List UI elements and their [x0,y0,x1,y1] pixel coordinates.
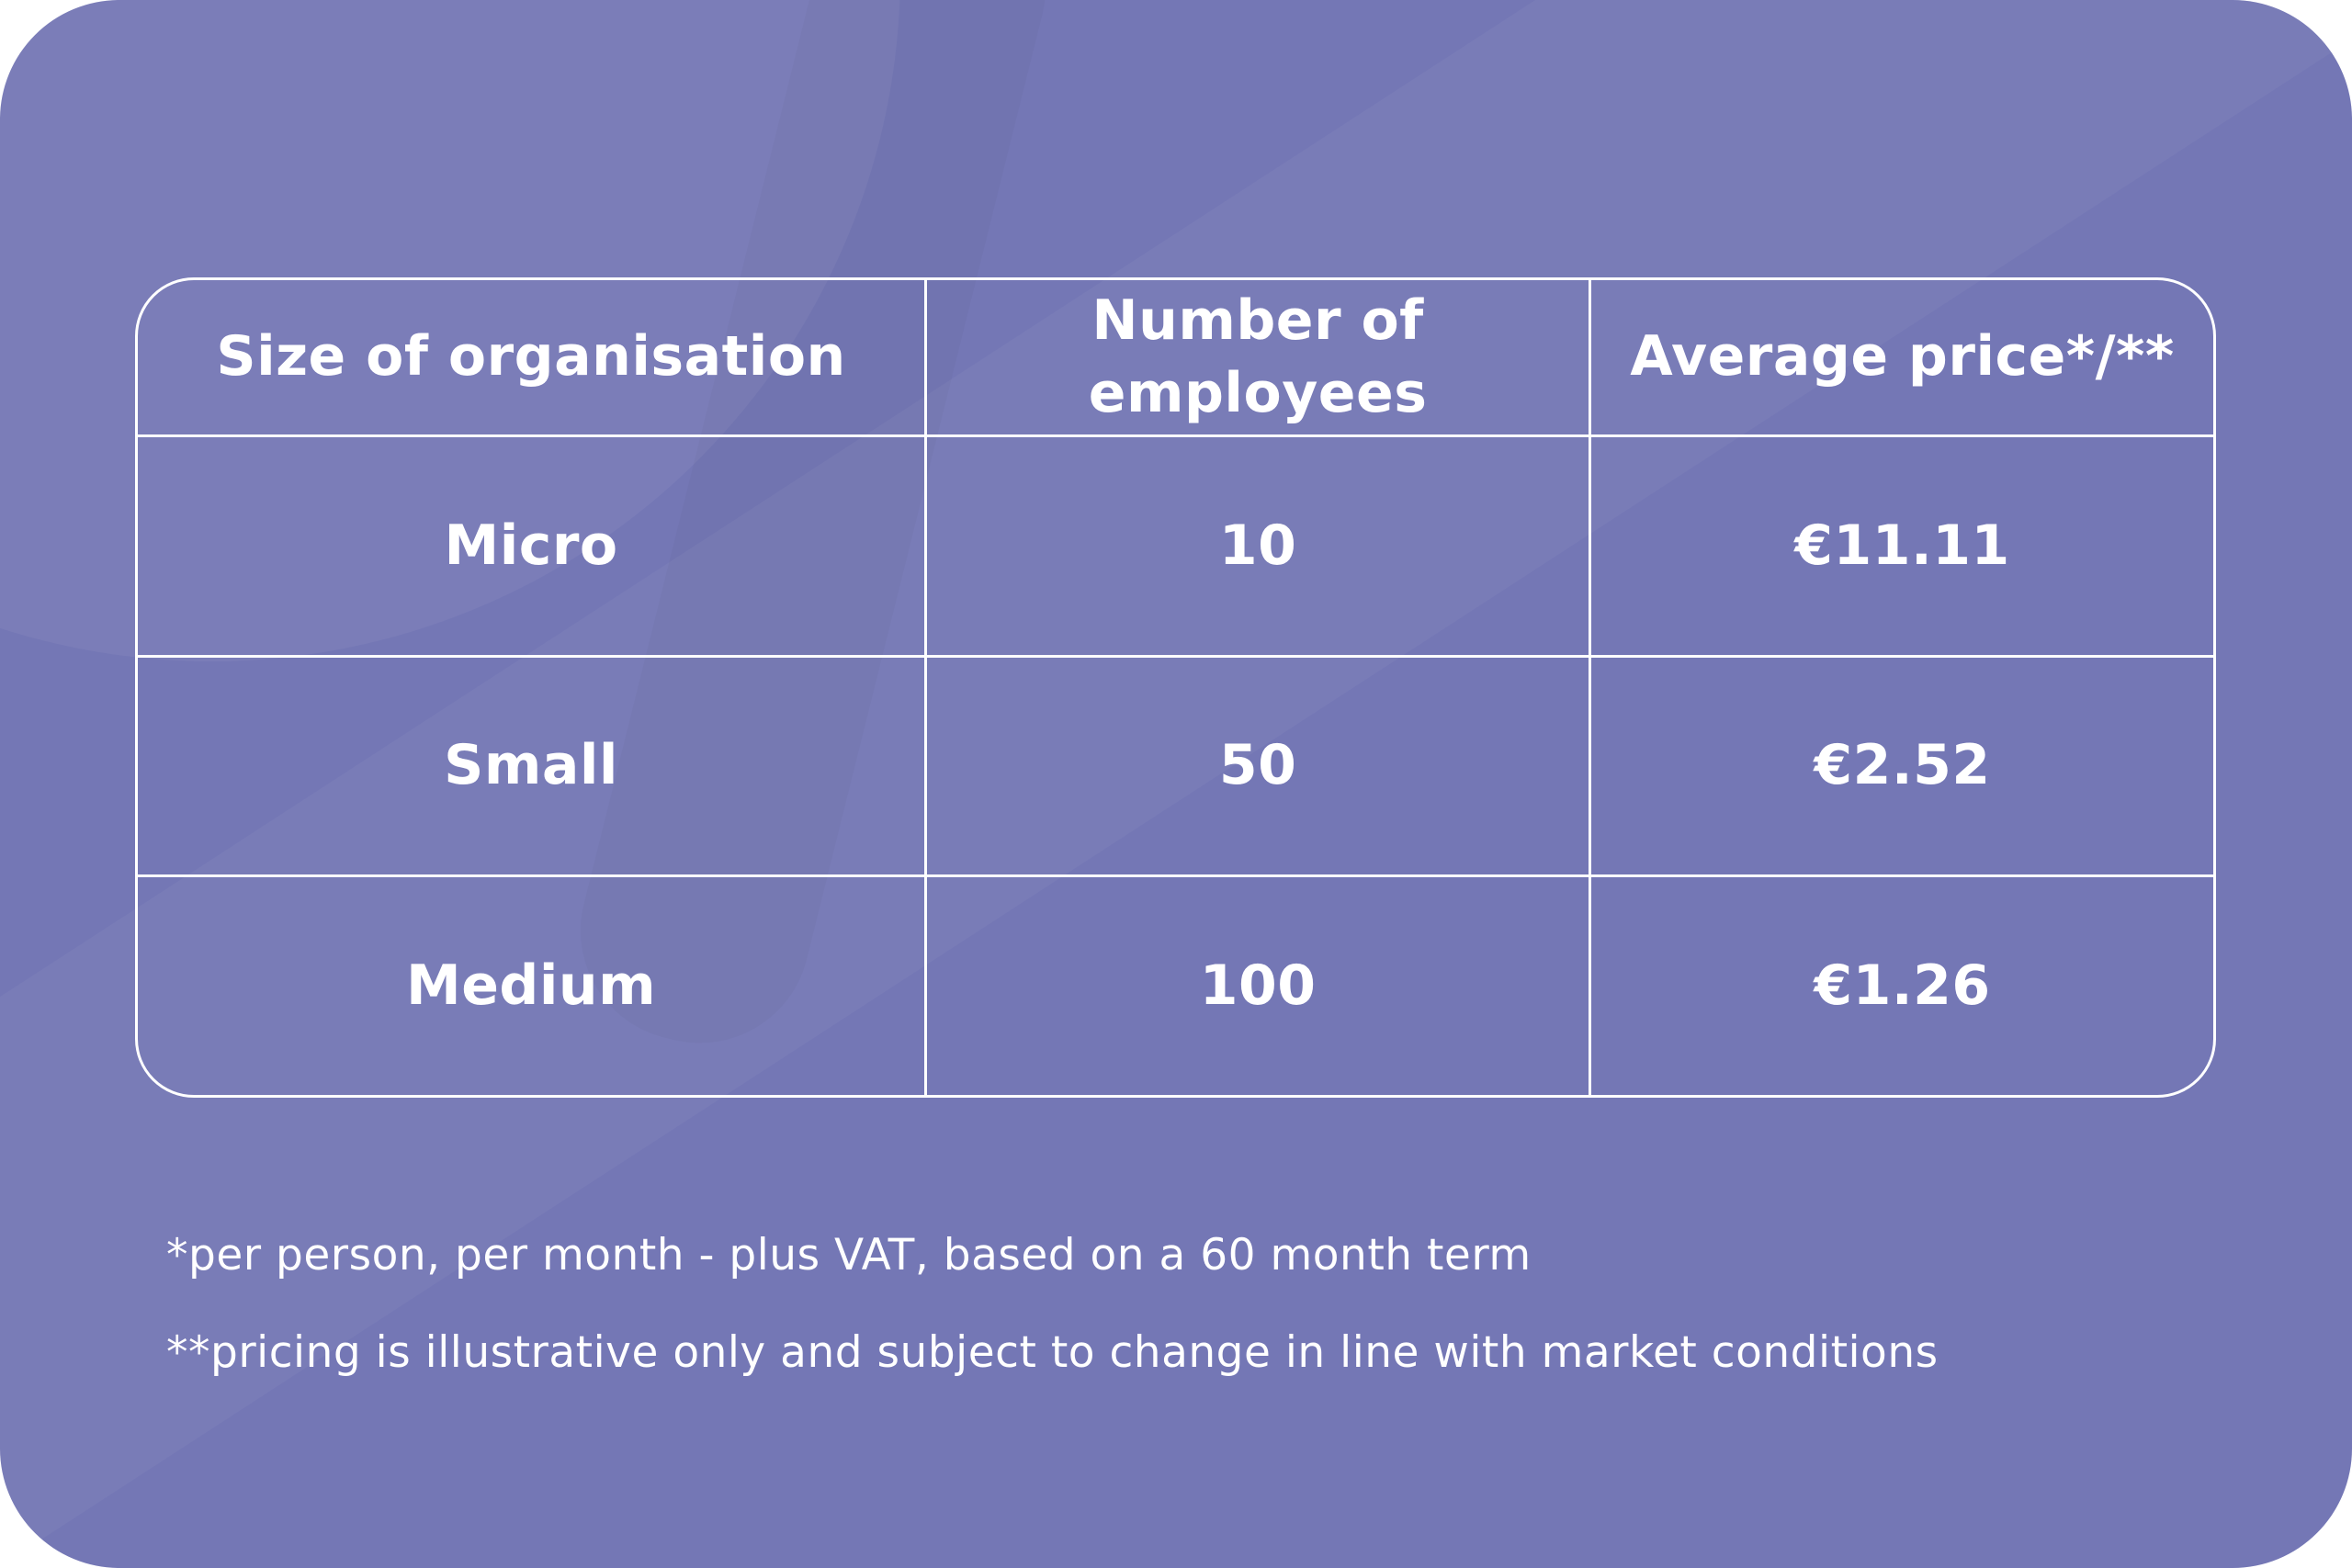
price-value: €1.26 [1814,953,1991,1019]
employees-value: 10 [1218,513,1297,578]
table-row-small-size-cell: Small [138,654,925,875]
table-row-small-employees-cell: 50 [924,654,1589,875]
pricing-table: Size of organisation Number of employees… [135,277,2216,1098]
footnote-per-person: *per person, per month - plus VAT, based… [166,1230,1532,1280]
employees-value: 50 [1218,733,1297,798]
price-value: €2.52 [1814,733,1991,798]
header-label-size: Size of organisation [216,324,846,389]
table-row-medium-employees-cell: 100 [924,874,1589,1095]
header-label-employees: Number of employees [1088,288,1428,425]
footnotes-block: *per person, per month - plus VAT, based… [166,1229,1939,1424]
header-label-price: Average price*/** [1630,324,2175,389]
employees-value: 100 [1199,953,1317,1019]
table-row-micro-size-cell: Micro [138,434,925,655]
table-row-medium-size-cell: Medium [138,874,925,1095]
table-row-medium-price-cell: €1.26 [1589,874,2213,1095]
table-row-micro-price-cell: €11.11 [1589,434,2213,655]
table-row-small-price-cell: €2.52 [1589,654,2213,875]
size-value: Medium [406,953,657,1019]
header-cell-number-of-employees: Number of employees [924,280,1589,434]
size-value: Micro [444,513,618,578]
header-cell-average-price: Average price*/** [1589,280,2213,434]
size-value: Small [444,733,618,798]
footnote-pricing-illustrative: **pricing is illustrative only and subje… [166,1326,1939,1378]
table-row-micro-employees-cell: 10 [924,434,1589,655]
price-value: €11.11 [1794,513,2010,578]
header-cell-size-of-organisation: Size of organisation [138,280,924,434]
